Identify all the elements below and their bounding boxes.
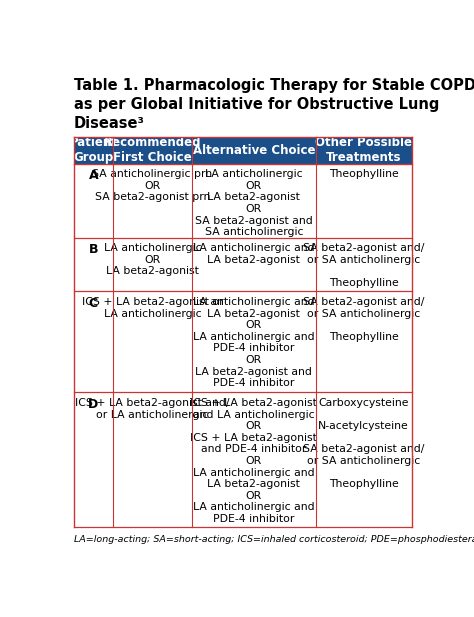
Text: LA anticholinergic
OR
LA beta2-agonist: LA anticholinergic OR LA beta2-agonist xyxy=(104,243,201,276)
Text: ICS + LA beta2-agonist or
LA anticholinergic: ICS + LA beta2-agonist or LA anticholine… xyxy=(82,297,223,319)
Text: Table 1. Pharmacologic Therapy for Stable COPD
as per Global Initiative for Obst: Table 1. Pharmacologic Therapy for Stabl… xyxy=(74,78,474,131)
Text: Other Possible
Treatments: Other Possible Treatments xyxy=(315,136,412,164)
Text: SA beta2-agonist and/
or SA anticholinergic

Theophylline: SA beta2-agonist and/ or SA anticholiner… xyxy=(303,297,424,342)
Text: D: D xyxy=(88,398,99,411)
Text: Theophylline: Theophylline xyxy=(329,169,399,180)
Text: LA anticholinergic and
LA beta2-agonist
OR
LA anticholinergic and
PDE-4 inhibito: LA anticholinergic and LA beta2-agonist … xyxy=(193,297,315,388)
Bar xyxy=(74,136,113,164)
Bar xyxy=(316,136,412,164)
Bar xyxy=(192,136,316,164)
Text: A: A xyxy=(89,169,98,182)
Bar xyxy=(74,164,412,238)
Text: Carboxycysteine

N-acetylcysteine

SA beta2-agonist and/
or SA anticholinergic

: Carboxycysteine N-acetylcysteine SA beta… xyxy=(303,398,424,489)
Text: C: C xyxy=(89,297,98,310)
Text: Alternative Choice: Alternative Choice xyxy=(192,144,315,157)
Bar xyxy=(74,238,412,291)
Text: SA anticholinergic prn
OR
SA beta2-agonist prn: SA anticholinergic prn OR SA beta2-agoni… xyxy=(92,169,212,202)
Text: Patient
Group: Patient Group xyxy=(69,136,117,164)
Text: ICS + LA beta2-agonist
and LA anticholinergic
OR
ICS + LA beta2-agonist
and PDE-: ICS + LA beta2-agonist and LA anticholin… xyxy=(191,398,318,524)
Bar xyxy=(74,291,412,392)
Text: SA beta2-agonist and/
or SA anticholinergic

Theophylline: SA beta2-agonist and/ or SA anticholiner… xyxy=(303,243,424,288)
Text: LA anticholinergic
OR
LA beta2-agonist
OR
SA beta2-agonist and
SA anticholinergi: LA anticholinergic OR LA beta2-agonist O… xyxy=(195,169,313,238)
Bar xyxy=(74,392,412,527)
Text: B: B xyxy=(89,243,98,256)
Text: ICS + LA beta2-agonist and/
or LA anticholinergic: ICS + LA beta2-agonist and/ or LA antich… xyxy=(75,398,230,420)
Text: LA anticholinergic and
LA beta2-agonist: LA anticholinergic and LA beta2-agonist xyxy=(193,243,315,265)
Text: Recommended
First Choice: Recommended First Choice xyxy=(104,136,201,164)
Bar xyxy=(113,136,192,164)
Text: LA=long-acting; SA=short-acting; ICS=inhaled corticosteroid; PDE=phosphodiestera: LA=long-acting; SA=short-acting; ICS=inh… xyxy=(74,534,474,544)
